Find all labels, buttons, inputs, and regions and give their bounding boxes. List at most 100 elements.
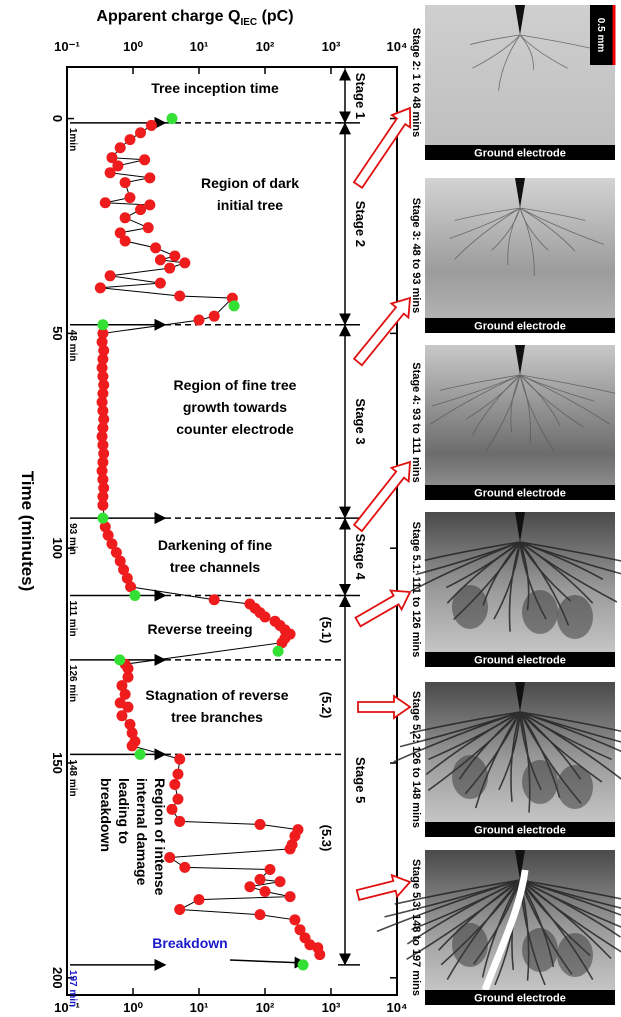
- data-point: [273, 646, 284, 657]
- annotation: tree channels: [170, 559, 260, 575]
- link-arrow: [354, 108, 410, 188]
- stage-label: Stage 1: [353, 73, 368, 119]
- annotation: Reverse treeing: [147, 621, 252, 637]
- dark-bush: [557, 595, 593, 639]
- x-tick-label: 10²: [256, 39, 275, 54]
- data-point: [100, 197, 111, 208]
- data-point: [194, 315, 205, 326]
- data-point: [194, 894, 205, 905]
- annotation: Region of fine tree: [174, 377, 297, 393]
- annotation: breakdown: [98, 778, 114, 852]
- data-point: [124, 192, 135, 203]
- data-point: [124, 134, 135, 145]
- breakdown-arrow: [230, 960, 305, 963]
- panel-footer: Ground electrode: [474, 148, 566, 160]
- link-arrow: [358, 696, 410, 718]
- annotation: tree branches: [171, 709, 263, 725]
- data-point: [255, 874, 266, 885]
- marker-label: 1min: [67, 128, 78, 151]
- data-point: [255, 909, 266, 920]
- data-point: [155, 278, 166, 289]
- data-point: [105, 270, 116, 281]
- data-point: [155, 254, 166, 265]
- marker-label: 148 min: [67, 759, 78, 796]
- panel-footer: Ground electrode: [474, 825, 566, 837]
- stage-label: Stage 3: [353, 398, 368, 444]
- data-point: [127, 740, 138, 751]
- x-tick-label: 10⁰: [123, 39, 143, 54]
- marker-label: 126 min: [67, 665, 78, 702]
- dark-bush: [522, 760, 558, 804]
- data-point: [95, 282, 106, 293]
- marker-label: 111 min: [67, 600, 78, 636]
- x-tick-label: 10⁻¹: [54, 39, 80, 54]
- x-tick-label: 10¹: [190, 39, 209, 54]
- x-tick-label: 10¹: [190, 1000, 209, 1015]
- link-arrow: [357, 875, 410, 900]
- x-tick-label: 10²: [256, 1000, 275, 1015]
- data-point: [174, 816, 185, 827]
- data-point: [97, 500, 108, 511]
- data-point: [260, 611, 271, 622]
- data-point: [169, 779, 180, 790]
- marker-label: 93 min: [67, 523, 78, 555]
- data-point: [135, 204, 146, 215]
- dark-bush: [452, 755, 488, 799]
- data-point: [209, 594, 220, 605]
- data-point: [105, 167, 116, 178]
- link-arrow: [356, 591, 411, 627]
- annotation: internal damage: [134, 778, 150, 886]
- data-point: [314, 949, 325, 960]
- data-point: [164, 852, 175, 863]
- data-point: [144, 172, 155, 183]
- dark-bush: [557, 765, 593, 809]
- panel-caption: Stage 5.3: 148 to 197 mins: [410, 859, 422, 996]
- panel-caption: Stage 2: 1 to 48 mins: [410, 28, 422, 137]
- data-point: [289, 914, 300, 925]
- x-tick-label: 10⁴: [387, 1000, 408, 1015]
- panel-footer: Ground electrode: [474, 993, 566, 1005]
- data-point: [285, 891, 296, 902]
- panel-caption: Stage 5.1: 111 to 126 mins: [410, 522, 422, 658]
- dark-bush: [557, 933, 593, 977]
- data-point: [143, 222, 154, 233]
- dark-bush: [452, 585, 488, 629]
- panel-caption: Stage 5.2: 126 to 148 mins: [410, 691, 422, 828]
- panel-footer: Ground electrode: [474, 321, 566, 333]
- x-axis-title-part: Apparent charge Q: [96, 8, 240, 25]
- data-point: [169, 251, 180, 262]
- panel-footer: Ground electrode: [474, 655, 566, 667]
- data-point: [97, 513, 108, 524]
- data-point: [150, 242, 161, 253]
- panel-caption: Stage 4: 93 to 111 mins: [410, 362, 422, 482]
- figure: 10⁻¹10⁻¹10⁰10⁰10¹10¹10²10²10³10³10⁴10⁴Ap…: [0, 0, 621, 1017]
- data-point: [275, 876, 286, 887]
- x-tick-label: 10⁰: [123, 1000, 143, 1015]
- data-point: [285, 843, 296, 854]
- data-point: [167, 113, 178, 124]
- data-point: [172, 769, 183, 780]
- data-point: [144, 199, 155, 210]
- stage-label: Stage 4: [353, 534, 368, 581]
- substage-label: (5.1): [319, 617, 334, 644]
- marker-label: 48 min: [67, 330, 78, 362]
- substage-label: (5.2): [319, 692, 334, 719]
- dark-bush: [452, 923, 488, 967]
- y-tick-label: 150: [50, 752, 65, 774]
- data-point: [174, 904, 185, 915]
- x-axis-title-part: (pC): [257, 8, 293, 25]
- annotation: Darkening of fine: [158, 537, 273, 553]
- annotation: counter electrode: [176, 421, 294, 437]
- data-point: [97, 319, 108, 330]
- y-tick-label: 100: [50, 537, 65, 559]
- data-point: [129, 590, 140, 601]
- annotation: initial tree: [217, 197, 283, 213]
- marker-label: 197 min: [67, 970, 78, 1007]
- y-tick-label: 50: [50, 326, 65, 340]
- data-point: [120, 236, 131, 247]
- scale-label: 0.5 mm: [595, 18, 606, 53]
- link-arrow: [354, 298, 410, 365]
- x-axis-title-part: IEC: [240, 17, 257, 28]
- y-axis-title: Time (minutes): [18, 471, 37, 592]
- data-point: [172, 794, 183, 805]
